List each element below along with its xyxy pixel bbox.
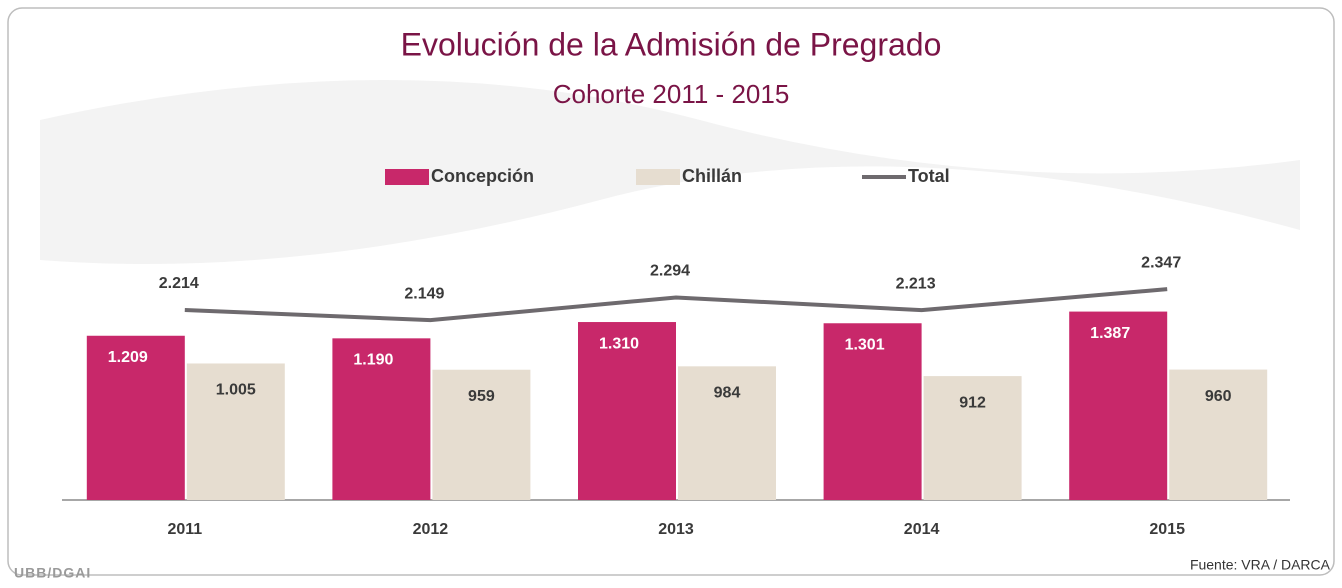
legend-label: Concepción [431, 166, 534, 186]
x-tick-label: 2011 [167, 521, 202, 538]
bar [923, 376, 1022, 500]
value-label: 1.190 [353, 352, 393, 369]
bar [678, 366, 776, 500]
value-label: 1.387 [1090, 325, 1130, 342]
x-tick-label: 2015 [1149, 521, 1185, 538]
value-label: 1.301 [845, 336, 885, 353]
legend-label: Total [908, 166, 950, 186]
value-label: 2.294 [650, 263, 690, 280]
chart-title: Evolución de la Admisión de Pregrado [401, 26, 942, 62]
legend-swatch [636, 169, 680, 185]
value-label: 912 [959, 394, 986, 411]
value-label: 2.213 [896, 275, 936, 292]
bar [1169, 369, 1268, 500]
value-label: 960 [1205, 388, 1232, 405]
bar [432, 369, 531, 500]
value-label: 984 [714, 385, 741, 402]
x-tick-label: 2014 [904, 521, 940, 538]
bar [86, 335, 185, 500]
value-label: 959 [468, 388, 495, 405]
bar [332, 338, 431, 500]
chart-subtitle: Cohorte 2011 - 2015 [553, 79, 790, 109]
value-label: 2.214 [159, 275, 199, 292]
value-label: 1.310 [599, 335, 639, 352]
bar [186, 363, 285, 500]
source-note: Fuente: VRA / DARCA [1190, 557, 1331, 573]
legend-swatch [385, 169, 429, 185]
value-label: 2.149 [404, 285, 444, 302]
value-label: 1.005 [216, 382, 256, 399]
total-line [184, 287, 1168, 323]
x-tick-label: 2013 [658, 521, 694, 538]
value-label: 2.347 [1141, 254, 1181, 271]
bar [578, 322, 676, 500]
logo-text: UBB/DGAI [14, 565, 91, 581]
bar [823, 323, 922, 500]
x-tick-label: 2012 [413, 521, 449, 538]
bar [1069, 311, 1168, 500]
value-label: 1.209 [108, 349, 148, 366]
legend-label: Chillán [682, 166, 742, 186]
